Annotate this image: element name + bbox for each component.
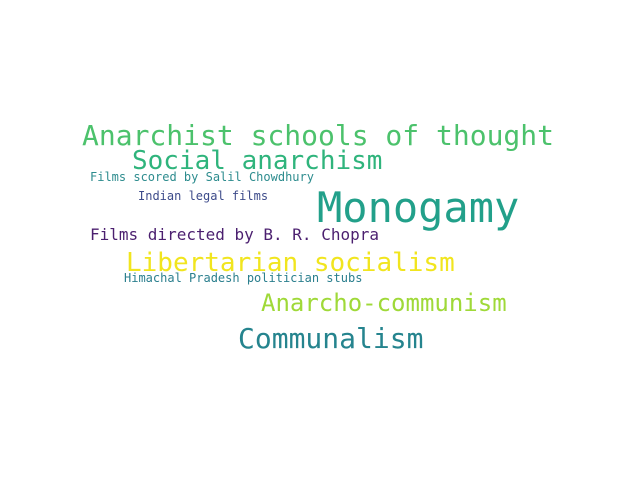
word-anarcho-communism: Anarcho-communism [261, 289, 507, 317]
word-social-anarchism: Social anarchism [132, 146, 383, 176]
word-anarchist-schools-of-thought: Anarchist schools of thought [82, 119, 555, 152]
word-monogamy: Monogamy [317, 183, 520, 232]
word-films-scored-by-salil-chowdhury: Films scored by Salil Chowdhury [90, 170, 314, 184]
word-indian-legal-films: Indian legal films [138, 189, 269, 203]
word-libertarian-socialism: Libertarian socialism [126, 248, 455, 278]
word-himachal-pradesh-politician-stubs: Himachal Pradesh politician stubs [124, 271, 363, 285]
word-films-directed-by-br-chopra: Films directed by B. R. Chopra [90, 225, 379, 244]
word-communalism: Communalism [238, 322, 424, 355]
